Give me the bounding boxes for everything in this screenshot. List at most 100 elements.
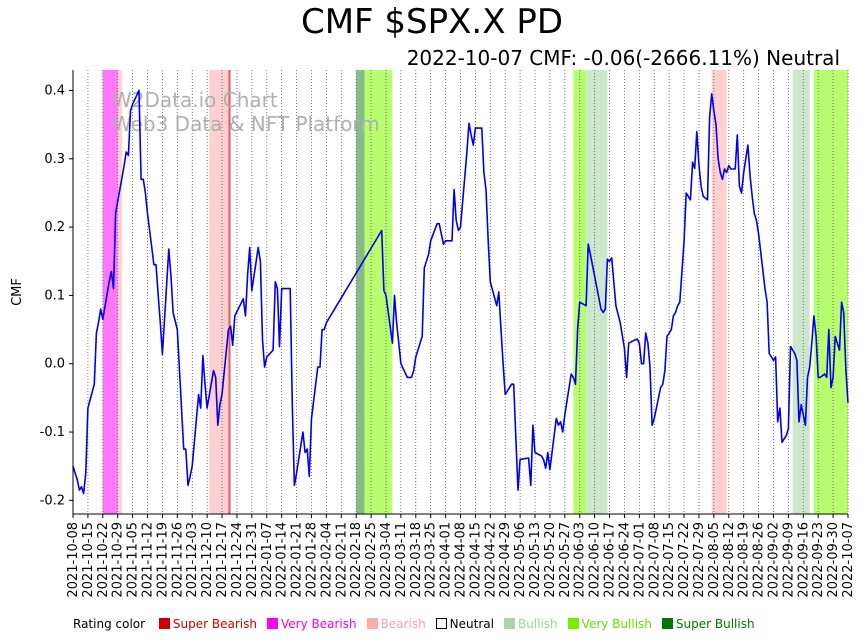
legend-item-very-bearish: Very Bearish xyxy=(266,617,357,631)
x-tick-label: 2022-02-11 xyxy=(334,522,349,598)
legend-swatch xyxy=(567,618,579,629)
y-tick-label: 0.4 xyxy=(44,83,65,98)
rating-band-super-bullish xyxy=(356,70,365,514)
legend-item-bullish: Bullish xyxy=(503,617,558,631)
x-tick-label: 2022-02-18 xyxy=(349,522,364,598)
x-tick-label: 2021-11-12 xyxy=(141,522,156,598)
rating-band-bearish xyxy=(711,70,727,514)
x-tick-label: 2022-05-20 xyxy=(543,522,558,598)
x-tick-label: 2022-05-06 xyxy=(513,522,528,598)
legend-label: Super Bullish xyxy=(675,617,755,631)
x-tick-label: 2022-03-25 xyxy=(424,522,439,598)
x-tick-label: 2022-01-07 xyxy=(260,522,275,598)
x-tick-label: 2021-11-05 xyxy=(126,522,141,598)
cmf-series-line xyxy=(72,89,849,495)
x-tick-label: 2021-12-10 xyxy=(200,522,215,598)
legend-label: Bullish xyxy=(517,617,558,631)
x-tick-label: 2022-06-10 xyxy=(588,522,603,598)
legend-swatch xyxy=(661,618,673,629)
x-tick-label: 2021-11-19 xyxy=(155,522,170,598)
legend-swatch xyxy=(366,618,378,629)
x-tick-label: 2022-08-26 xyxy=(752,522,767,598)
x-tick-label: 2021-12-03 xyxy=(185,522,200,598)
legend-label: Very Bearish xyxy=(280,617,357,631)
legend-title: Rating color xyxy=(73,617,146,631)
x-tick-label: 2021-10-29 xyxy=(111,522,126,598)
x-tick-label: 2022-04-22 xyxy=(483,522,498,598)
rating-band-super-bearish xyxy=(228,70,231,514)
rating-band-very-bullish xyxy=(364,70,393,514)
rating-legend: Rating color Super Bearish Very Bearish Be… xyxy=(73,617,755,631)
rating-band-bullish xyxy=(792,70,810,514)
legend-item-very-bullish: Very Bullish xyxy=(567,617,652,631)
rating-band-very-bearish xyxy=(102,70,118,514)
x-tick-label: 2022-07-22 xyxy=(677,522,692,598)
x-tick-label: 2022-04-29 xyxy=(498,522,513,598)
x-tick-label: 2022-01-28 xyxy=(304,522,319,598)
chart-title: CMF $SPX.X PD xyxy=(300,2,564,42)
x-tick-label: 2022-06-03 xyxy=(573,522,588,598)
x-tick-label: 2021-12-17 xyxy=(215,522,230,598)
x-tick-label: 2022-04-01 xyxy=(439,522,454,598)
x-tick-label: 2022-09-16 xyxy=(796,522,811,598)
legend-item-bearish: Bearish xyxy=(366,617,426,631)
y-tick-label: -0.1 xyxy=(40,425,65,440)
y-tick-label: 0.0 xyxy=(44,357,65,372)
chart-subtitle: 2022-10-07 CMF: -0.06(-2666.11%) Neutral xyxy=(406,46,840,70)
x-tick-label: 2021-12-31 xyxy=(245,522,260,598)
legend-swatch xyxy=(158,618,170,629)
x-tick-label: 2021-10-15 xyxy=(81,522,96,598)
x-tick-label: 2022-04-15 xyxy=(468,522,483,598)
x-tick-label: 2022-03-04 xyxy=(379,522,394,598)
y-tick-label: 0.2 xyxy=(44,220,65,235)
rating-band-bearish xyxy=(222,70,229,514)
x-tick-label: 2022-06-24 xyxy=(617,522,632,598)
rating-band-bearish xyxy=(117,70,122,514)
x-tick-label: 2022-01-14 xyxy=(275,522,290,598)
x-tick-label: 2022-07-29 xyxy=(692,522,707,598)
x-tick-label: 2021-10-22 xyxy=(96,522,111,598)
x-tick-label: 2022-06-17 xyxy=(603,522,618,598)
x-tick-label: 2022-01-21 xyxy=(290,522,305,598)
legend-item-neutral: Neutral xyxy=(435,617,494,631)
watermark-line: Web3 Data & NFT Platform xyxy=(112,112,380,136)
legend-item-super-bearish: Super Bearish xyxy=(158,617,257,631)
x-tick-label: 2022-05-13 xyxy=(528,522,543,598)
legend-swatch xyxy=(435,618,447,629)
legend-item-super-bullish: Super Bullish xyxy=(661,617,755,631)
y-axis-label: CMF xyxy=(10,278,25,306)
x-tick-label: 2022-07-01 xyxy=(632,522,647,598)
y-tick-label: 0.3 xyxy=(44,152,65,167)
y-tick-label: -0.2 xyxy=(40,493,65,508)
x-tick-label: 2022-09-09 xyxy=(781,522,796,598)
x-tick-label: 2022-04-08 xyxy=(454,522,469,598)
y-tick-label: 0.1 xyxy=(44,288,65,303)
x-tick-label: 2022-02-25 xyxy=(364,522,379,598)
x-tick-label: 2022-09-23 xyxy=(811,522,826,598)
x-tick-label: 2022-05-27 xyxy=(558,522,573,598)
rating-band-bullish xyxy=(586,70,608,514)
x-tick-label: 2021-12-24 xyxy=(230,522,245,598)
legend-label: Bearish xyxy=(380,617,426,631)
x-tick-label: 2022-09-30 xyxy=(826,522,841,598)
watermark-line: W2Data.io Chart xyxy=(112,88,278,112)
x-tick-label: 2022-07-15 xyxy=(662,522,677,598)
x-tick-label: 2022-09-02 xyxy=(766,522,781,598)
rating-band-bearish xyxy=(209,70,223,514)
legend-swatch xyxy=(266,618,278,629)
rating-band-very-bullish xyxy=(813,70,848,514)
legend-label: Very Bullish xyxy=(581,617,652,631)
legend-label: Neutral xyxy=(449,617,494,631)
x-tick-label: 2021-11-26 xyxy=(170,522,185,598)
x-tick-label: 2022-08-12 xyxy=(722,522,737,598)
legend-label: Super Bearish xyxy=(172,617,257,631)
legend-swatch xyxy=(503,618,515,629)
x-tick-label: 2022-08-05 xyxy=(707,522,722,598)
x-tick-label: 2022-03-18 xyxy=(409,522,424,598)
x-tick-label: 2022-03-11 xyxy=(394,522,409,598)
x-tick-label: 2022-07-08 xyxy=(647,522,662,598)
x-tick-label: 2022-02-04 xyxy=(319,522,334,598)
x-tick-label: 2021-10-08 xyxy=(66,522,81,598)
x-tick-label: 2022-08-19 xyxy=(737,522,752,598)
